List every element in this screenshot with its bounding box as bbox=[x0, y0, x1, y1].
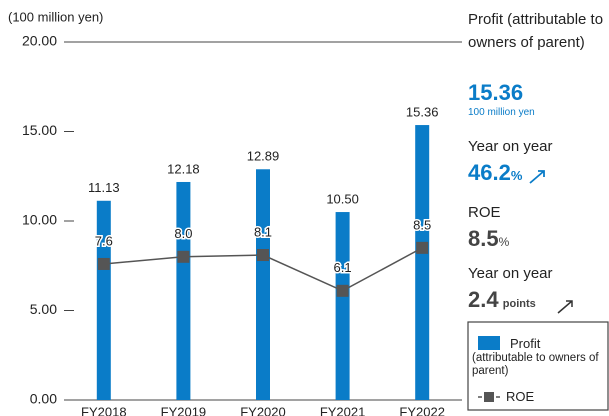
x-tick-label: FY2022 bbox=[399, 404, 445, 416]
legend-marker bbox=[484, 392, 494, 402]
data-label: 12.18 bbox=[167, 161, 200, 176]
profit-label: Profit (attributable to owners of parent… bbox=[468, 11, 604, 51]
bar bbox=[335, 212, 350, 400]
legend-swatch bbox=[478, 336, 500, 350]
bar bbox=[415, 125, 430, 400]
roe-yoy: 2.4 points bbox=[468, 287, 536, 313]
data-label: 11.13 bbox=[88, 180, 120, 195]
yoy-unit: % bbox=[510, 168, 523, 183]
bar bbox=[256, 169, 270, 400]
roe-yoy-value: 2.4 bbox=[468, 287, 499, 312]
legend-label: ROE bbox=[506, 389, 535, 404]
yoy: 46.2% bbox=[468, 160, 522, 186]
y-axis-label: (100 million yen) bbox=[8, 9, 103, 24]
legend-note: (attributable to owners of parent) bbox=[472, 352, 599, 377]
roe-yoy-unit: points bbox=[502, 298, 536, 310]
marker bbox=[416, 241, 429, 254]
y-tick-label: 10.00 bbox=[22, 212, 57, 228]
roe-value: 8.5 bbox=[468, 226, 499, 251]
y-tick-label: 5.00 bbox=[30, 301, 57, 317]
arrow bbox=[557, 300, 573, 314]
data-label: 10.50 bbox=[326, 191, 359, 206]
data-label: 12.89 bbox=[247, 149, 280, 164]
data-label: 8.0 bbox=[174, 226, 192, 241]
marker bbox=[177, 250, 190, 263]
bar bbox=[96, 200, 111, 400]
y-tick-label: 20.00 bbox=[22, 33, 57, 49]
data-label: 7.6 bbox=[95, 233, 113, 248]
yoy-value: 46.2 bbox=[468, 160, 511, 185]
bar bbox=[176, 181, 191, 400]
profit-value: 15.36 bbox=[468, 80, 524, 105]
legend-label: Profit bbox=[510, 336, 541, 351]
yoy-label: Year on year bbox=[468, 138, 553, 155]
x-tick-label: FY2019 bbox=[161, 404, 207, 416]
x-tick-label: FY2018 bbox=[81, 404, 127, 416]
data-label: 15.36 bbox=[406, 104, 439, 119]
y-tick-label: 0.00 bbox=[30, 391, 57, 407]
arrow bbox=[529, 170, 545, 184]
data-label: 8.5 bbox=[413, 217, 431, 232]
roe-yoy-label: Year on year bbox=[468, 265, 553, 282]
marker bbox=[257, 249, 269, 262]
marker bbox=[336, 284, 349, 297]
x-tick-label: FY2020 bbox=[240, 404, 286, 416]
y-tick-label: 15.00 bbox=[22, 122, 57, 138]
roe-unit: % bbox=[498, 235, 510, 249]
profit-unit: 100 million yen bbox=[468, 107, 535, 118]
roe: 8.5% bbox=[468, 226, 509, 252]
marker bbox=[97, 257, 110, 270]
data-label: 8.1 bbox=[254, 224, 272, 239]
data-label: 6.1 bbox=[334, 260, 352, 275]
roe-label: ROE bbox=[468, 204, 501, 221]
x-tick-label: FY2021 bbox=[320, 404, 366, 416]
